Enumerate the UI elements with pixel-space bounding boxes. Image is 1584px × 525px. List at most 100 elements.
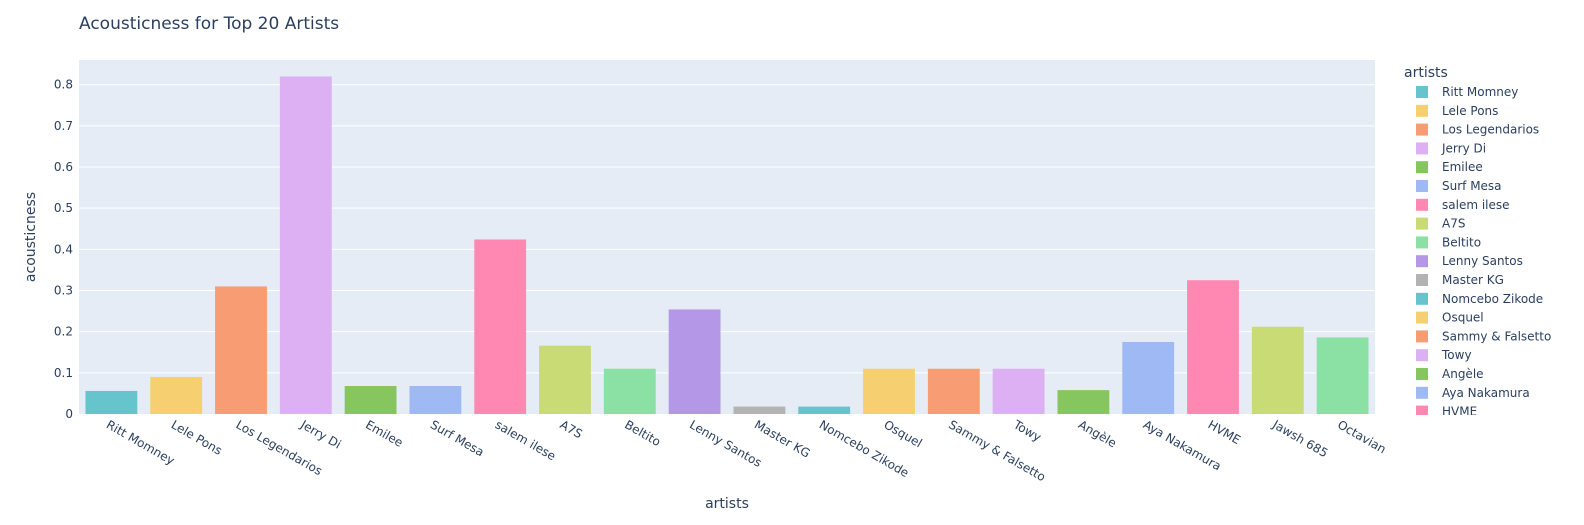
x-tick-label: Beltito <box>622 417 663 449</box>
bar-6[interactable] <box>474 239 527 414</box>
legend-swatch <box>1416 255 1428 268</box>
legend-item[interactable]: Emilee <box>1416 160 1483 174</box>
chart-title: Acousticness for Top 20 Artists <box>79 14 339 34</box>
legend-item[interactable]: HVME <box>1416 405 1477 419</box>
x-tick-label: Angèle <box>1076 417 1119 450</box>
legend-swatch <box>1416 386 1428 399</box>
legend-item[interactable]: Osquel <box>1416 311 1484 325</box>
x-tick-label: Lele Pons <box>169 417 225 457</box>
x-tick-label: A7S <box>558 417 585 441</box>
legend-label: salem ilese <box>1442 198 1510 212</box>
legend-item[interactable]: Sammy & Falsetto <box>1416 329 1551 343</box>
x-tick-label: Osquel <box>882 417 925 450</box>
bar-13[interactable] <box>927 368 980 414</box>
legend-item[interactable]: salem ilese <box>1416 198 1510 212</box>
x-tick-label: Lenny Santos <box>687 417 764 470</box>
legend-label: Jerry Di <box>1441 141 1486 155</box>
bar-9[interactable] <box>668 309 721 414</box>
legend-swatch <box>1416 217 1428 230</box>
bar-7[interactable] <box>539 345 591 414</box>
bar-4[interactable] <box>344 386 397 414</box>
legend-item[interactable]: Lenny Santos <box>1416 254 1523 268</box>
bar-1[interactable] <box>150 376 203 414</box>
legend-item[interactable]: A7S <box>1416 217 1465 231</box>
x-tick-label: Jawsh 685 <box>1269 417 1330 460</box>
legend-swatch <box>1416 198 1428 211</box>
x-axis-title: artists <box>705 496 749 512</box>
bar-14[interactable] <box>992 368 1045 414</box>
legend-swatch <box>1416 123 1428 136</box>
legend-item[interactable]: Aya Nakamura <box>1416 386 1530 400</box>
x-tick-label: Octavian <box>1335 417 1388 456</box>
legend-label: Osquel <box>1442 311 1484 325</box>
legend-swatch <box>1416 405 1428 415</box>
bar-17[interactable] <box>1187 280 1239 414</box>
legend-swatch <box>1416 236 1428 249</box>
bar-11[interactable] <box>798 406 851 414</box>
legend-label: Towy <box>1441 348 1472 362</box>
legend-item[interactable]: Master KG <box>1416 273 1504 287</box>
bar-8[interactable] <box>603 368 656 414</box>
legend-label: Aya Nakamura <box>1442 386 1530 400</box>
legend-label: HVME <box>1442 405 1477 419</box>
legend-swatch <box>1416 274 1428 286</box>
legend-label: Emilee <box>1442 160 1483 174</box>
legend-item[interactable]: Los Legendarios <box>1416 123 1539 137</box>
x-tick-label: Ritt Momney <box>104 417 177 467</box>
bar-12[interactable] <box>863 368 915 414</box>
bar-16[interactable] <box>1122 341 1175 414</box>
bar-3[interactable] <box>279 76 332 414</box>
y-tick-label: 0.6 <box>54 160 73 174</box>
x-tick-label: Jerry Di <box>297 417 343 452</box>
bar-18[interactable] <box>1251 326 1304 414</box>
legend-label: Master KG <box>1442 273 1504 287</box>
x-tick-label: HVME <box>1206 417 1243 447</box>
legend-swatch <box>1416 368 1428 380</box>
legend-label: Los Legendarios <box>1442 123 1539 137</box>
legend-label: Lenny Santos <box>1442 254 1523 268</box>
legend-swatch <box>1416 349 1428 362</box>
legend-label: Nomcebo Zikode <box>1442 292 1543 306</box>
legend-label: Beltito <box>1442 235 1481 249</box>
legend-label: A7S <box>1442 217 1465 231</box>
legend-swatch <box>1416 104 1428 117</box>
legend-item[interactable]: Towy <box>1416 348 1472 362</box>
y-tick-label: 0.1 <box>54 366 73 380</box>
y-tick-label: 0.2 <box>54 325 73 339</box>
x-tick-label: Master KG <box>752 417 813 460</box>
plot-background <box>79 60 1375 414</box>
legend-title: artists <box>1404 65 1448 81</box>
y-tick-label: 0.5 <box>54 201 73 215</box>
legend-label: Surf Mesa <box>1442 179 1502 193</box>
y-axis-ticks: 0 0.1 0.2 0.3 0.4 0.5 0.6 0.7 0.8 <box>54 78 73 421</box>
bar-0[interactable] <box>85 390 138 414</box>
legend-swatch <box>1416 86 1428 98</box>
legend-item[interactable]: Ritt Momney <box>1416 85 1518 99</box>
x-tick-label: Towy <box>1010 417 1043 444</box>
bar-15[interactable] <box>1057 390 1110 414</box>
legend-item[interactable]: Angèle <box>1416 367 1484 381</box>
legend-item[interactable]: Nomcebo Zikode <box>1416 292 1543 306</box>
bars <box>85 76 1369 414</box>
y-tick-label: 0.4 <box>54 242 73 256</box>
y-tick-label: 0.3 <box>54 284 73 298</box>
legend-item[interactable]: Lele Pons <box>1416 104 1498 118</box>
legend-label: Lele Pons <box>1442 104 1498 118</box>
x-tick-label: Emilee <box>363 417 405 449</box>
x-tick-label: Surf Mesa <box>428 417 487 459</box>
bar-5[interactable] <box>409 386 462 414</box>
legend-item[interactable]: Beltito <box>1416 235 1481 249</box>
y-axis-title: acousticness <box>23 192 39 282</box>
y-tick-label: 0.8 <box>54 78 73 92</box>
legend-swatch <box>1416 142 1428 155</box>
legend-item[interactable]: Surf Mesa <box>1416 179 1502 193</box>
y-tick-label: 0.7 <box>54 119 73 133</box>
legend-item[interactable]: Jerry Di <box>1416 141 1486 155</box>
legend-label: Ritt Momney <box>1442 85 1518 99</box>
bar-19[interactable] <box>1316 337 1369 414</box>
bar-10[interactable] <box>733 406 786 414</box>
legend-swatch <box>1416 292 1428 305</box>
bar-2[interactable] <box>215 286 267 414</box>
